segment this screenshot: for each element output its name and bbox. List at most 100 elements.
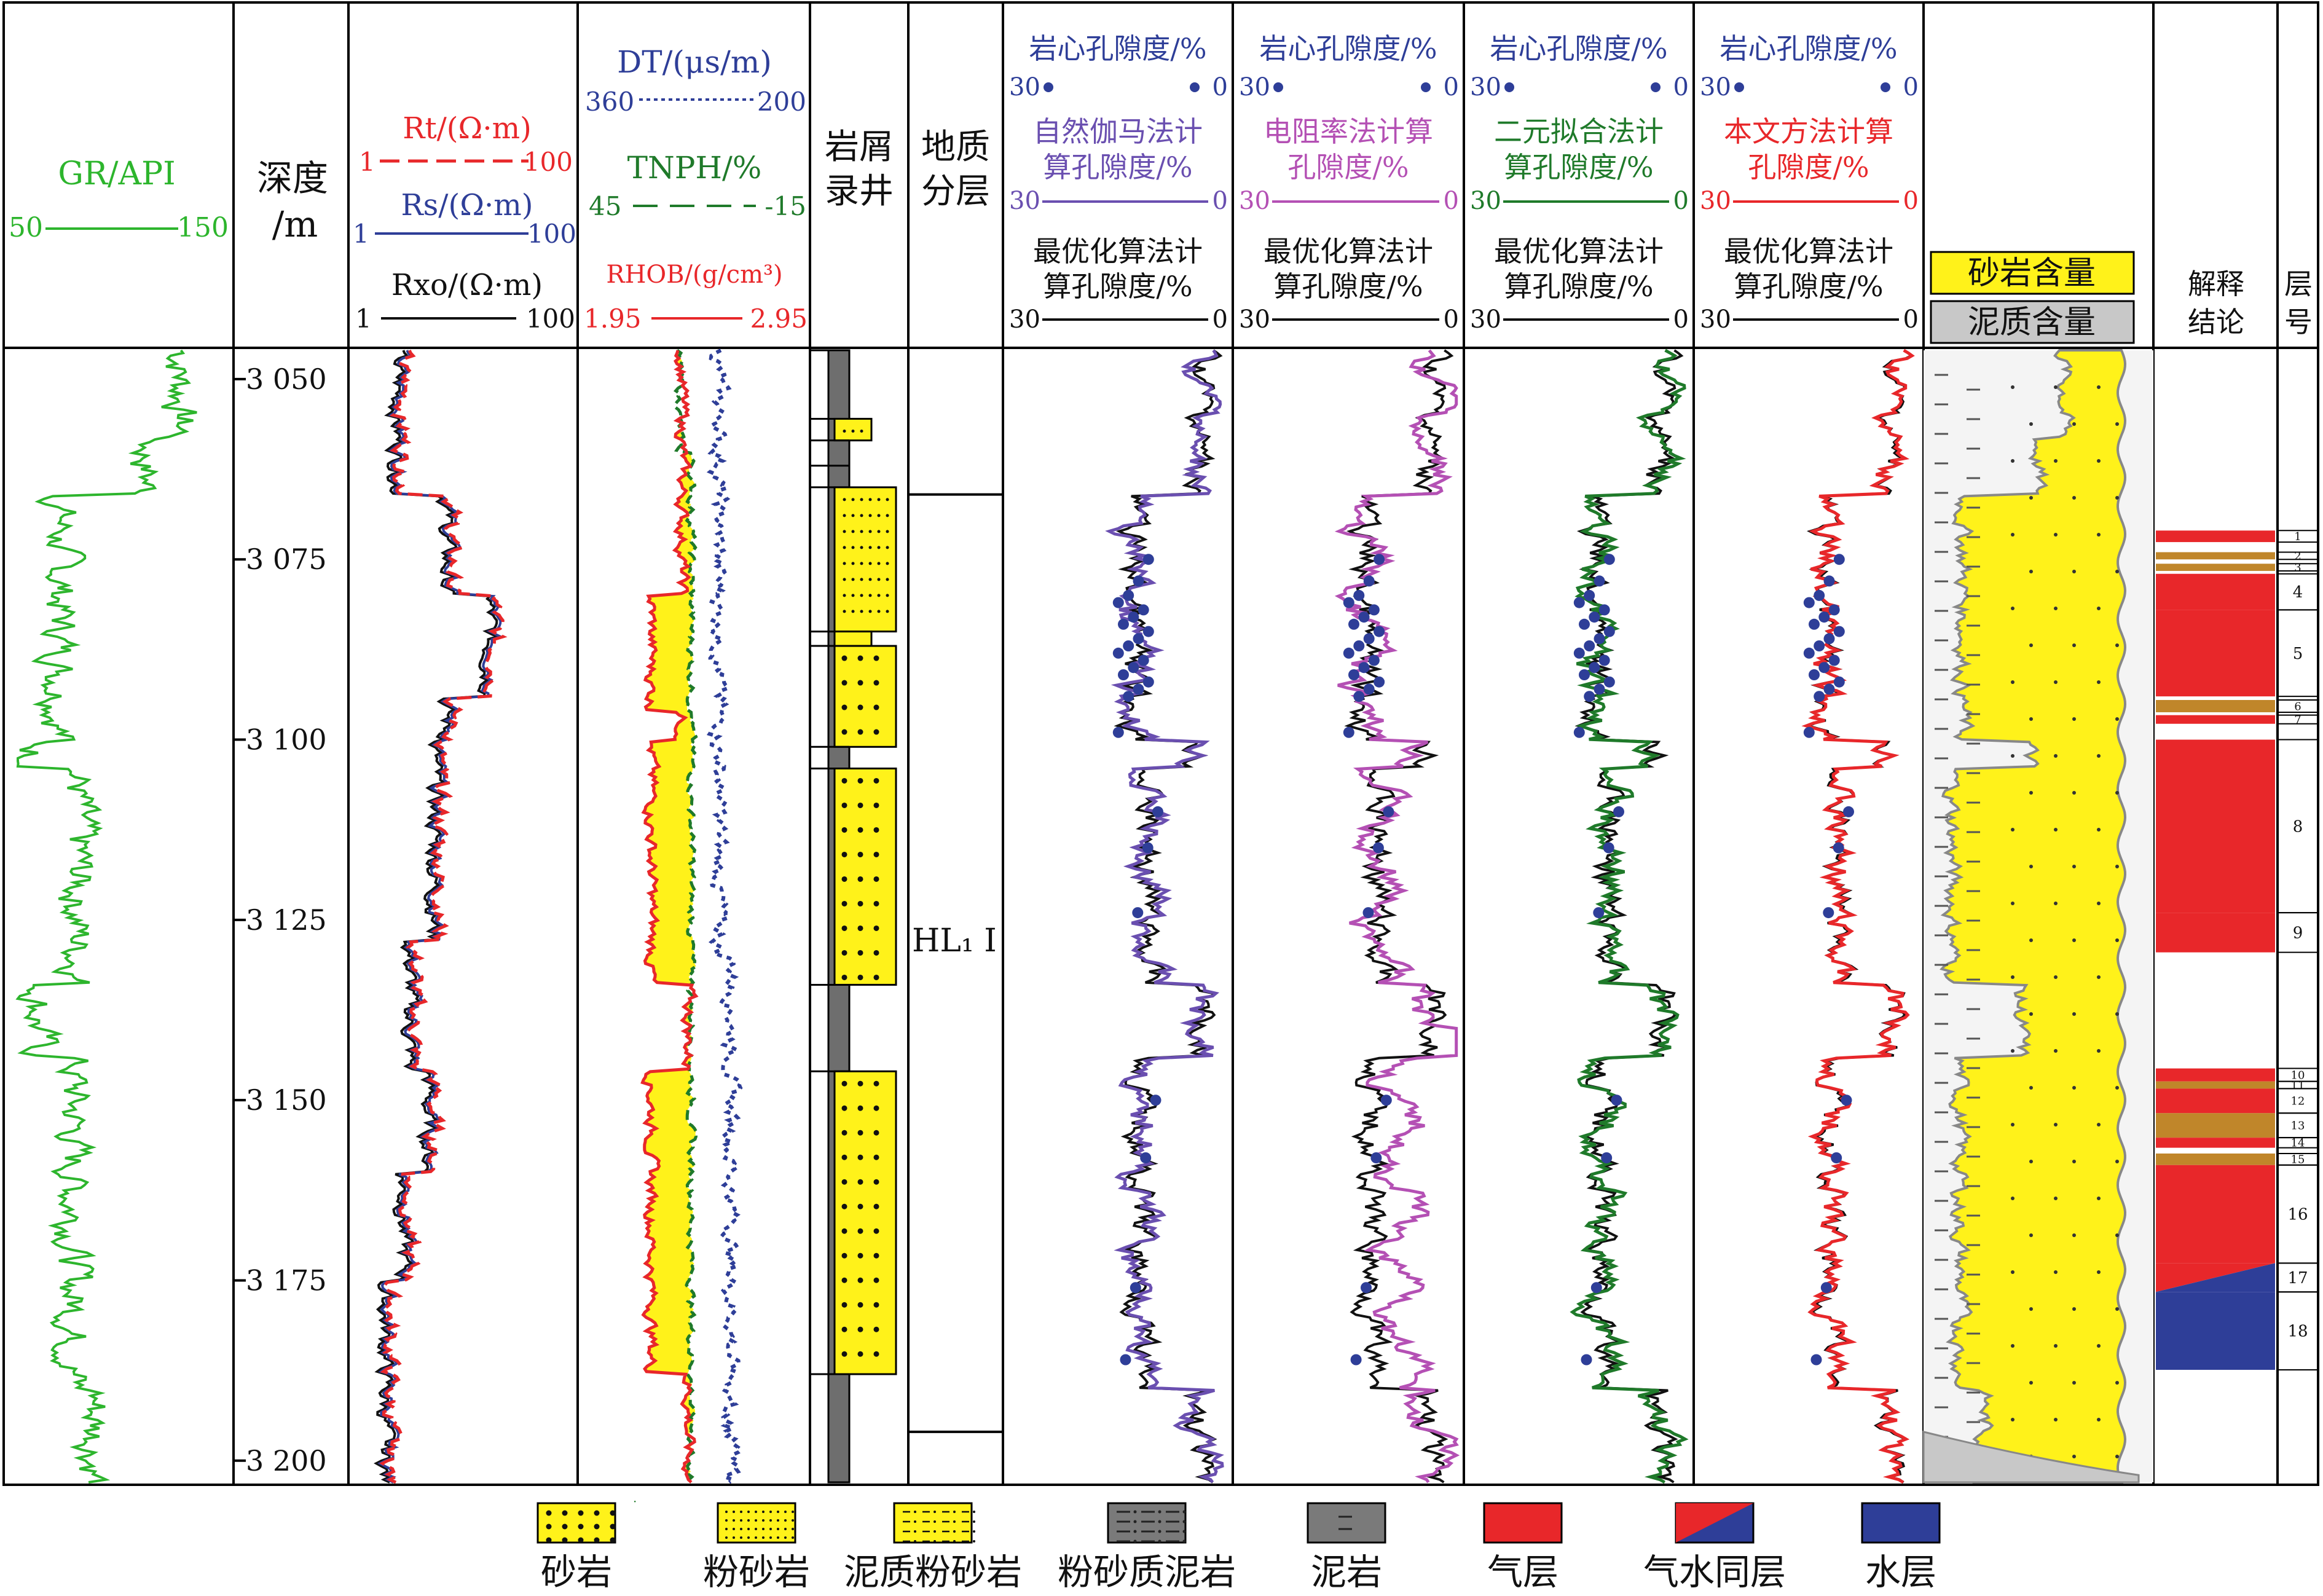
sand-dot: [2097, 1344, 2101, 1348]
sand-dot: [2097, 1270, 2101, 1274]
core-porosity-point: [1823, 633, 1835, 645]
interp-layer-brown: [2156, 1153, 2275, 1165]
rt-min: 1: [359, 147, 375, 177]
core-porosity-min: 30: [1009, 73, 1040, 101]
legend-swatch: [1107, 1502, 1187, 1544]
core-porosity-point: [1133, 683, 1144, 695]
core-porosity-point: [1123, 691, 1134, 702]
sand-dot: [2029, 570, 2033, 573]
core-porosity-point: [1833, 626, 1845, 637]
lithology-dot: [841, 1351, 847, 1357]
core-porosity-point: [1581, 1354, 1592, 1366]
lithology-dot: [851, 530, 855, 533]
core-dot-symbol: [1734, 82, 1744, 92]
legend-dot: [953, 1540, 956, 1543]
crossover-fill: [642, 350, 696, 1482]
core-porosity-point: [1803, 726, 1815, 738]
optimal-porosity-max: 0: [1903, 305, 1919, 334]
rxo-max: 100: [526, 304, 575, 334]
legend-item: 粉砂质泥岩: [1058, 1502, 1236, 1593]
layer-number: 1: [2294, 530, 2301, 543]
lithology-dot: [851, 610, 855, 613]
core-porosity-point: [1803, 597, 1815, 608]
lithology-dot: [857, 655, 863, 661]
calc-porosity-max: 0: [1673, 187, 1689, 215]
legend-dot: [546, 1510, 552, 1516]
interp-layer-brown: [2156, 1113, 2275, 1138]
legend-dot: [973, 1530, 975, 1533]
lithology-dot: [841, 1252, 847, 1259]
sand-dot: [2072, 717, 2076, 721]
optimal-porosity-label-1: 最优化算法计: [1724, 235, 1893, 268]
core-porosity-point: [1140, 1152, 1152, 1163]
shale-content-label: 泥质含量: [1968, 304, 2096, 341]
core-porosity-point: [1374, 676, 1385, 688]
core-dot-symbol: [1881, 82, 1890, 92]
lithology-dot: [873, 1277, 879, 1283]
interp-layer-gas: [2156, 1165, 2275, 1264]
optimal-porosity-max: 0: [1213, 305, 1228, 334]
core-porosity-point: [1803, 647, 1815, 659]
rxo-min: 1: [355, 304, 372, 334]
legend-dot: [934, 1540, 936, 1543]
core-porosity-point: [1828, 604, 1840, 616]
rs-max: 100: [527, 219, 576, 249]
lithology-dot: [868, 594, 872, 597]
calc-porosity-curve: [1570, 348, 1689, 1484]
legend-label: 粉砂质泥岩: [1058, 1551, 1236, 1593]
legend-dot: [762, 1511, 765, 1513]
core-porosity-point: [1123, 589, 1134, 601]
core-porosity-point: [1118, 669, 1129, 680]
sand-dot: [2029, 422, 2033, 426]
core-porosity-label: 岩心孔隙度/%: [1720, 32, 1897, 65]
lithology-sand: [833, 1070, 897, 1375]
lithology-dot: [873, 827, 879, 833]
lithology-dot: [873, 1252, 879, 1259]
lithology-dot: [877, 514, 881, 517]
layer-number: 12: [2291, 1095, 2305, 1108]
legend-dot: [953, 1530, 956, 1533]
core-porosity-point: [1594, 683, 1605, 695]
core-porosity-point: [1593, 907, 1605, 919]
legend-label: 泥岩: [1311, 1551, 1382, 1593]
sand-dot: [2029, 1307, 2033, 1311]
lithology-dot: [873, 900, 879, 906]
core-dot-symbol: [1651, 82, 1661, 92]
legend-item: 泥质粉砂岩: [844, 1502, 1022, 1593]
calc-porosity-max: 0: [1444, 187, 1459, 215]
sand-dot: [2072, 496, 2076, 500]
core-porosity-point: [1573, 726, 1585, 738]
sand-dot: [2097, 533, 2101, 537]
lithology-dot: [857, 1351, 863, 1357]
sand-dot: [2097, 975, 2101, 979]
core-porosity-point: [1112, 647, 1124, 659]
rhob-curve: [640, 350, 699, 1484]
depth-tick-label: 3 200: [246, 1444, 327, 1477]
legend-dot: [578, 1523, 584, 1530]
legend-dot: [762, 1528, 765, 1530]
calc-porosity-curve: [1105, 349, 1224, 1484]
lithology-dot: [857, 925, 863, 931]
sand-dot: [2011, 1418, 2014, 1421]
layer-number: 10: [2291, 1069, 2305, 1082]
legend-dot: [733, 1528, 735, 1530]
sand-dot: [2029, 496, 2033, 500]
lithology-dot: [873, 1080, 879, 1087]
lithology-dot: [873, 1228, 879, 1234]
depth-title: 深度: [257, 157, 328, 199]
sand-dot: [2115, 791, 2119, 795]
lithology-dot: [860, 530, 863, 533]
legend-dot: [740, 1536, 742, 1539]
lithology-dot: [877, 594, 881, 597]
legend-swatch: [893, 1502, 973, 1544]
sand-dot: [2115, 938, 2119, 942]
legend-dot: [546, 1537, 552, 1543]
lithology-dot: [843, 578, 846, 581]
lithology-dot: [857, 851, 863, 857]
legend-dot: [777, 1519, 779, 1522]
optimal-porosity-label-2: 算孔隙度/%: [1043, 270, 1192, 303]
legend-dot: [934, 1511, 936, 1513]
optimal-porosity-label-2: 算孔隙度/%: [1734, 270, 1883, 303]
interp-title-2: 结论: [2188, 305, 2244, 339]
